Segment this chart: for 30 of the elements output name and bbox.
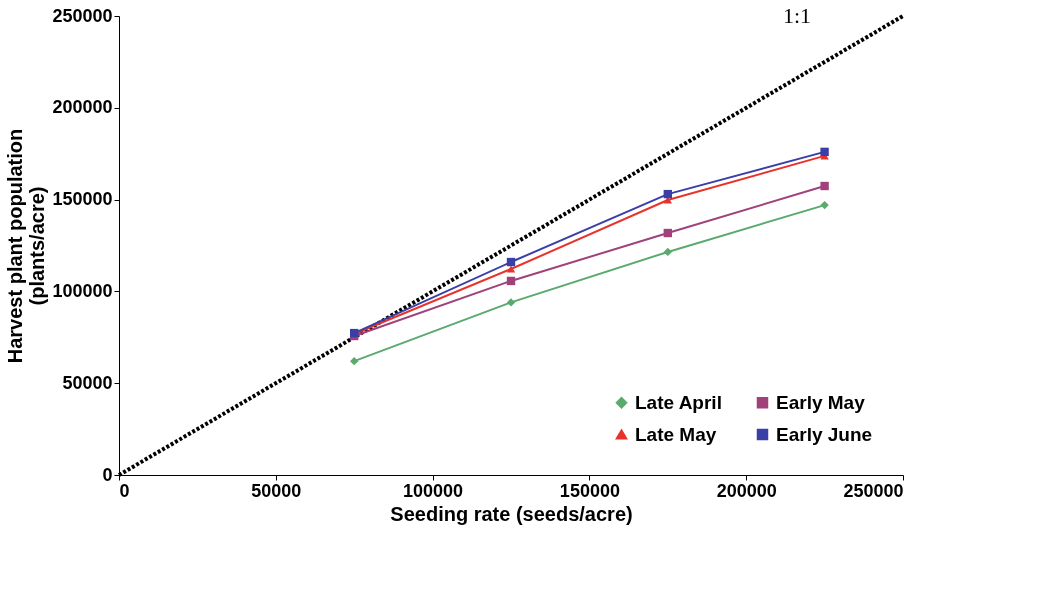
point [506, 265, 516, 273]
point [506, 276, 516, 286]
legend-label: Late May [635, 423, 717, 445]
x-tick-label: 0 [119, 480, 130, 501]
point [350, 356, 359, 366]
y-tick-label: 50000 [62, 372, 113, 393]
point [820, 181, 829, 191]
point [820, 147, 829, 157]
x-axis-title: Seeding rate (seeds/acre) [390, 502, 633, 525]
x-tick-label: 150000 [559, 480, 620, 501]
x-tick-label: 250000 [843, 480, 904, 501]
x-tick-label: 100000 [403, 480, 464, 501]
point [663, 228, 672, 238]
x-tick-label: 200000 [716, 480, 777, 501]
legend-label: Early May [776, 391, 866, 413]
y-axis-title: Harvest plant population (plants/acre) [4, 128, 49, 364]
x-tick-label: 50000 [251, 480, 302, 501]
point [820, 200, 829, 210]
legend-label: Late April [635, 391, 722, 413]
point [506, 298, 516, 307]
point [663, 247, 672, 257]
y-tick-label: 0 [102, 464, 113, 485]
y-tick-label: 250000 [52, 5, 113, 26]
legend-label: Early June [776, 423, 873, 445]
point [506, 257, 516, 267]
y-tick-label: 200000 [52, 97, 113, 118]
y-tick-label: 100000 [52, 280, 113, 301]
y-tick-label: 150000 [52, 189, 113, 210]
point [663, 189, 672, 199]
series-label: 1:1 [783, 3, 812, 28]
